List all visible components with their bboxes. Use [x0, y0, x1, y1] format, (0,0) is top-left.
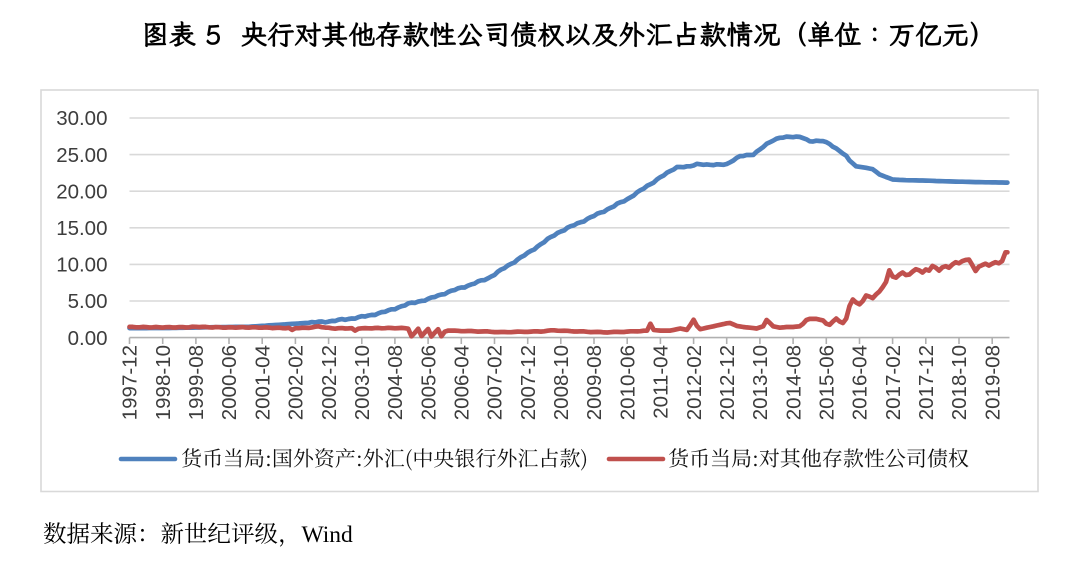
- svg-text:25.00: 25.00: [56, 144, 107, 167]
- svg-text:2012-12: 2012-12: [716, 345, 739, 420]
- svg-text:20.00: 20.00: [56, 180, 107, 203]
- svg-text:2005-06: 2005-06: [417, 345, 440, 420]
- svg-text:2002-02: 2002-02: [285, 345, 308, 420]
- svg-text:2008-10: 2008-10: [550, 345, 573, 420]
- svg-text:2009-08: 2009-08: [583, 345, 606, 420]
- svg-text:2014-08: 2014-08: [782, 345, 805, 420]
- svg-text:2002-12: 2002-12: [318, 345, 341, 420]
- svg-text:1999-08: 1999-08: [185, 345, 208, 420]
- svg-text:2019-08: 2019-08: [981, 345, 1004, 420]
- svg-text:2016-04: 2016-04: [849, 345, 872, 420]
- svg-text:0.00: 0.00: [68, 327, 108, 350]
- svg-text:15.00: 15.00: [56, 217, 107, 240]
- svg-text:2012-02: 2012-02: [683, 345, 706, 420]
- svg-text:2010-06: 2010-06: [616, 345, 639, 420]
- svg-text:2007-12: 2007-12: [517, 345, 540, 420]
- svg-text:5.00: 5.00: [68, 290, 108, 313]
- svg-text:30.00: 30.00: [56, 107, 107, 130]
- svg-text:2006-04: 2006-04: [451, 345, 474, 420]
- svg-text:2015-06: 2015-06: [816, 345, 839, 420]
- svg-text:2011-04: 2011-04: [650, 345, 673, 419]
- svg-text:货币当局:国外资产:外汇(中央银行外汇占款): 货币当局:国外资产:外汇(中央银行外汇占款): [181, 443, 588, 473]
- svg-text:1997-12: 1997-12: [119, 345, 142, 420]
- svg-text:2004-08: 2004-08: [384, 345, 407, 420]
- svg-text:10.00: 10.00: [56, 254, 107, 277]
- svg-text:2003-10: 2003-10: [351, 345, 374, 420]
- svg-text:2013-10: 2013-10: [749, 345, 772, 420]
- svg-text:货币当局:对其他存款性公司债权: 货币当局:对其他存款性公司债权: [668, 443, 969, 473]
- svg-text:2001-04: 2001-04: [251, 345, 274, 420]
- svg-text:1998-10: 1998-10: [152, 345, 175, 420]
- svg-text:2007-02: 2007-02: [484, 345, 507, 420]
- svg-text:2017-02: 2017-02: [882, 345, 905, 420]
- svg-text:2018-10: 2018-10: [948, 345, 971, 420]
- svg-text:2017-12: 2017-12: [915, 345, 938, 420]
- svg-text:2000-06: 2000-06: [218, 345, 241, 420]
